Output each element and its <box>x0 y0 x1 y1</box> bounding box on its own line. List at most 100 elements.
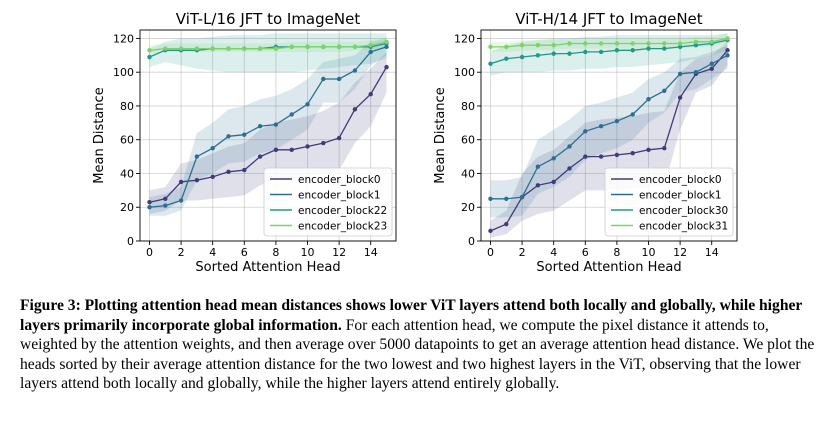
figure-caption: Figure 3: Plotting attention head mean d… <box>20 296 820 394</box>
chart-title: ViT-H/14 JFT to ImageNet <box>515 10 702 28</box>
legend-label: encoder_block1 <box>639 190 722 202</box>
data-point-encoder_block1 <box>709 61 714 66</box>
data-point-encoder_block1 <box>384 44 389 50</box>
series-line-encoder_block23 <box>149 41 387 51</box>
data-point-encoder_block0 <box>226 169 231 174</box>
caption-bold: Figure 3: Plotting attention head mean d… <box>20 297 803 334</box>
data-point-encoder_block31 <box>646 41 651 46</box>
y-tick-label: 40 <box>120 167 134 180</box>
data-point-encoder_block30 <box>693 42 699 48</box>
y-tick-label: 100 <box>113 66 134 79</box>
y-tick-label: 20 <box>120 201 134 214</box>
data-point-encoder_block0 <box>305 144 310 149</box>
data-point-encoder_block0 <box>178 179 184 185</box>
data-point-encoder_block1 <box>242 132 247 137</box>
data-point-encoder_block1 <box>273 122 279 127</box>
x-tick-label: 14 <box>364 246 378 259</box>
data-point-encoder_block1 <box>305 102 310 107</box>
data-point-encoder_block30 <box>630 48 635 53</box>
data-point-encoder_block1 <box>614 118 620 124</box>
data-point-encoder_block23 <box>194 46 200 51</box>
data-point-encoder_block30 <box>488 61 493 66</box>
series-line-encoder_block0 <box>149 66 388 203</box>
data-point-encoder_block23 <box>210 46 215 51</box>
x-tick-label: 12 <box>673 246 687 259</box>
data-point-encoder_block23 <box>273 46 279 51</box>
data-point-encoder_block1 <box>210 145 215 151</box>
data-point-encoder_block30 <box>614 48 620 53</box>
y-axis-label: Mean Distance <box>92 87 107 183</box>
data-point-encoder_block1 <box>630 112 635 117</box>
data-point-encoder_block1 <box>147 205 152 210</box>
legend-label: encoder_block0 <box>298 174 381 186</box>
data-point-encoder_block30 <box>677 44 683 50</box>
legend-label: encoder_block22 <box>298 205 387 217</box>
legend-label: encoder_block31 <box>639 221 728 233</box>
data-point-encoder_block30 <box>535 53 541 58</box>
data-point-encoder_block0 <box>614 152 620 158</box>
data-point-encoder_block0 <box>725 48 730 53</box>
series-line-encoder_block31 <box>490 37 728 48</box>
data-point-encoder_block31 <box>677 41 683 46</box>
y-tick-label: 80 <box>461 100 475 113</box>
y-tick-label: 80 <box>120 100 134 113</box>
data-point-encoder_block0 <box>147 199 152 205</box>
y-axis-label: Mean Distance <box>433 87 448 183</box>
data-point-encoder_block1 <box>598 124 604 129</box>
data-point-encoder_block0 <box>567 166 572 171</box>
data-point-encoder_block0 <box>352 107 358 112</box>
data-point-encoder_block31 <box>519 42 525 48</box>
chart-title: ViT-L/16 JFT to ImageNet <box>176 10 361 28</box>
data-point-encoder_block1 <box>178 198 184 203</box>
data-point-encoder_block31 <box>488 44 493 50</box>
y-tick-label: 100 <box>454 66 475 79</box>
x-tick-label: 8 <box>613 246 620 259</box>
data-point-encoder_block23 <box>163 46 168 51</box>
data-point-encoder_block0 <box>163 196 168 201</box>
legend-label: encoder_block0 <box>639 174 722 186</box>
data-point-encoder_block30 <box>519 54 525 60</box>
data-point-encoder_block1 <box>693 70 699 75</box>
data-point-encoder_block0 <box>273 147 279 153</box>
data-point-encoder_block0 <box>194 178 200 183</box>
y-tick-label: 40 <box>461 167 475 180</box>
data-point-encoder_block23 <box>321 44 326 50</box>
data-point-encoder_block31 <box>662 41 667 46</box>
caption-text: For each attention head, we compute the … <box>20 316 815 393</box>
data-point-encoder_block31 <box>504 44 509 50</box>
data-point-encoder_block1 <box>163 203 168 208</box>
data-point-encoder_block23 <box>147 48 152 53</box>
data-point-encoder_block0 <box>646 147 651 153</box>
data-point-encoder_block1 <box>488 196 493 201</box>
x-tick-label: 14 <box>705 246 719 259</box>
data-point-encoder_block1 <box>257 124 263 129</box>
data-point-encoder_block0 <box>583 154 588 159</box>
data-point-encoder_block30 <box>567 51 572 56</box>
x-tick-label: 6 <box>582 246 589 259</box>
band-encoder_block0 <box>149 51 387 215</box>
x-tick-label: 10 <box>642 246 656 259</box>
x-axis-label: Sorted Attention Head <box>195 260 340 275</box>
data-point-encoder_block1 <box>535 164 541 169</box>
x-axis-label: Sorted Attention Head <box>536 260 681 275</box>
data-point-encoder_block0 <box>677 95 683 100</box>
plot-frame <box>480 29 738 242</box>
x-tick-label: 0 <box>146 246 153 259</box>
data-point-encoder_block0 <box>551 179 556 185</box>
data-point-encoder_block1 <box>504 196 509 201</box>
x-tick-label: 4 <box>550 246 557 259</box>
data-point-encoder_block1 <box>519 194 525 200</box>
band-encoder_block22 <box>149 33 387 73</box>
data-point-encoder_block0 <box>535 183 541 188</box>
data-point-encoder_block0 <box>709 66 714 72</box>
y-tick-label: 0 <box>468 235 475 248</box>
data-point-encoder_block31 <box>583 41 588 46</box>
data-point-encoder_block1 <box>336 76 342 82</box>
y-tick-label: 60 <box>461 134 475 147</box>
data-point-encoder_block1 <box>194 154 200 159</box>
data-point-encoder_block23 <box>384 39 389 45</box>
data-point-encoder_block30 <box>551 51 556 56</box>
data-point-encoder_block0 <box>488 228 493 234</box>
y-tick-label: 120 <box>454 32 475 45</box>
